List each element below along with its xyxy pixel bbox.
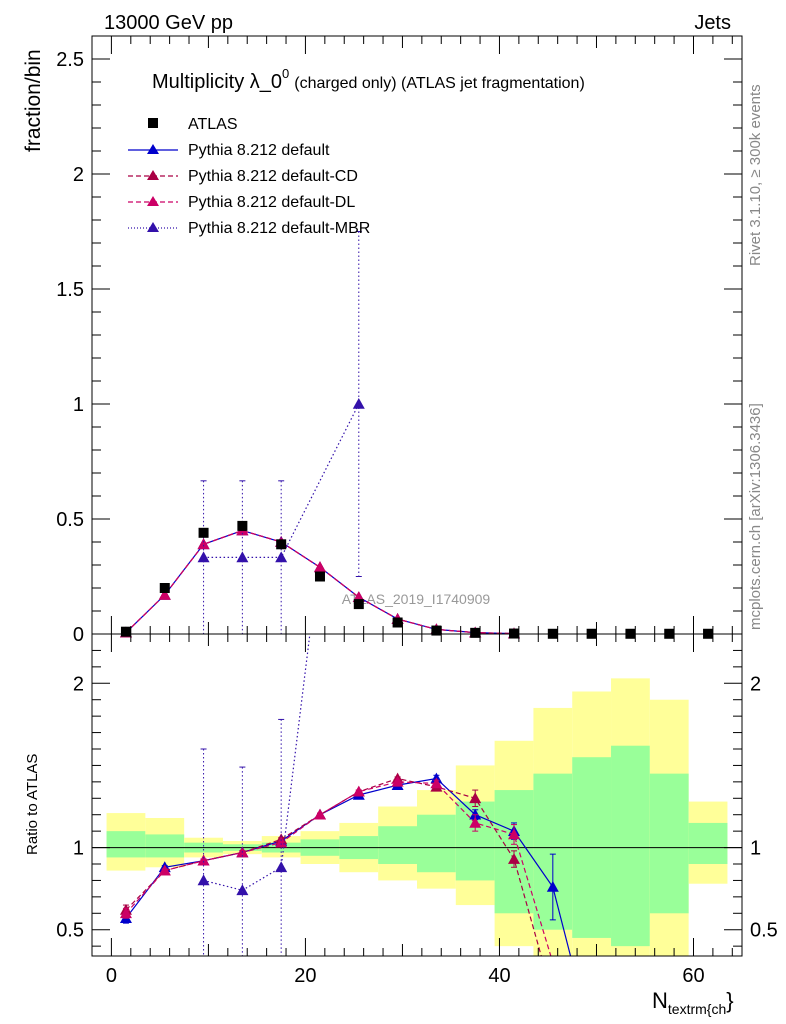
jets-label: Jets <box>694 12 731 34</box>
ratio-ytick-label: 2 <box>73 673 84 695</box>
ratio-xtick-label: 0 <box>106 965 117 987</box>
ratio-ytick-label: 1 <box>73 838 84 860</box>
atlas-data-point <box>120 626 131 637</box>
ratio-point-cd <box>469 792 482 804</box>
legend-label-dl: Pythia 8.212 default-DL <box>188 194 355 211</box>
main-ylabel: fraction/bin <box>22 49 45 152</box>
ratio-xtick-label: 40 <box>488 965 510 987</box>
ratio-xlabel-main: N <box>652 988 668 1013</box>
ratio-point-default <box>546 881 559 892</box>
ratio-xtick-label: 20 <box>294 965 316 987</box>
ratio-point-dl <box>430 777 443 789</box>
ratio-point-dl <box>469 816 482 828</box>
ratio-series-clipped <box>119 634 572 956</box>
ratio-xlabel-suffix: } <box>726 988 733 1013</box>
main-series-line-default <box>125 529 515 635</box>
ratio-point-cd <box>508 853 521 864</box>
main-ytick-label: 1.5 <box>56 279 84 301</box>
ratio-series-line-mbr <box>203 634 311 891</box>
main-axes: 0 0.5 1 1.5 2 2.5 <box>56 35 743 646</box>
atlas-data-point <box>431 625 442 636</box>
main-series-layer <box>119 231 714 639</box>
legend-marker-mbr <box>147 222 159 232</box>
legend-label-default: Pythia 8.212 default <box>188 142 330 159</box>
main-ytick-label: 1 <box>73 394 84 416</box>
legend-marker-dl <box>147 196 159 206</box>
ratio-ylabel: Ratio to ATLAS <box>24 754 41 855</box>
main-series-line-cd <box>125 529 515 635</box>
ratio-band-layer <box>92 678 742 956</box>
ratio-ytick-label-right: 0.5 <box>750 920 778 942</box>
main-ytick-label: 2 <box>73 164 84 186</box>
ratio-point-dl <box>197 854 210 866</box>
band-inner-bin <box>688 822 728 864</box>
rivet-label: Rivet 3.1.10, ≥ 300k events <box>747 84 764 266</box>
analysis-label: ATLAS_2019_I1740909 <box>342 591 491 607</box>
ratio-point-dl <box>391 775 404 787</box>
ratio-xlabel-sub: textrm{ch <box>668 1001 726 1017</box>
mcplots-label: mcplots.cern.ch [arXiv:1306.3436] <box>747 403 764 630</box>
legend-label-mbr: Pythia 8.212 default-MBR <box>188 220 370 237</box>
main-point-dl <box>313 561 326 573</box>
chart-title: Multiplicity λ_00 (charged only) (ATLAS j… <box>152 66 585 93</box>
atlas-data-point <box>237 520 248 531</box>
ratio-xtick-label: 60 <box>682 965 704 987</box>
main-series-line-dl <box>125 529 515 635</box>
ratio-point-dl <box>119 907 132 919</box>
main-ytick-label: 2.5 <box>56 49 84 71</box>
band-inner-bin <box>145 834 185 858</box>
legend-marker-cd <box>147 170 159 180</box>
main-point-mbr <box>275 551 288 563</box>
chart-title-suffix: (charged only) (ATLAS jet fragmentation) <box>294 75 585 92</box>
ratio-point-dl <box>352 785 365 797</box>
band-inner-bin <box>611 745 650 947</box>
ratio-series-layer <box>119 634 572 956</box>
main-point-mbr <box>197 551 210 563</box>
chart-title-main: Multiplicity λ_0 <box>152 71 282 93</box>
ratio-point-dl <box>313 808 326 820</box>
ratio-ytick-label: 0.5 <box>56 920 84 942</box>
ratio-ytick-label-right: 2 <box>750 673 761 695</box>
main-point-dl <box>158 588 171 600</box>
atlas-data-point <box>392 617 403 628</box>
main-ytick-label: 0.5 <box>56 509 84 531</box>
band-inner-bin <box>106 831 146 858</box>
atlas-data-point <box>159 583 170 593</box>
ratio-point-mbr <box>236 884 249 896</box>
ratio-axes: 0.5 0.51 12 20 20 40 60 <box>56 633 778 987</box>
band-inner-bin <box>649 773 689 914</box>
chart-title-sup: 0 <box>282 66 289 81</box>
ratio-frame <box>91 633 743 957</box>
legend-label-cd: Pythia 8.212 default-CD <box>188 168 358 185</box>
energy-label: 13000 GeV pp <box>104 12 233 34</box>
ratio-series-line-dl <box>125 781 552 956</box>
ratio-point-mbr <box>197 874 210 886</box>
legend: ATLAS Pythia 8.212 default Pythia 8.212 … <box>128 116 370 237</box>
ratio-ytick-label-right: 1 <box>750 838 761 860</box>
atlas-data-point <box>470 627 481 638</box>
main-point-mbr <box>236 551 249 563</box>
legend-label-atlas: ATLAS <box>188 116 238 133</box>
atlas-data-point <box>276 539 287 550</box>
legend-marker-default <box>147 144 159 154</box>
main-point-dl <box>197 538 210 550</box>
ratio-point-dl <box>508 828 521 840</box>
ratio-point-dl <box>158 864 171 876</box>
ratio-xlabel: Ntextrm{ch} <box>652 988 734 1017</box>
legend-marker-atlas <box>148 118 158 128</box>
band-inner-bin <box>417 814 456 873</box>
atlas-data-point <box>198 527 209 538</box>
atlas-data-point <box>314 571 325 582</box>
main-point-mbr <box>352 398 365 409</box>
band-inner-bin <box>378 826 417 864</box>
ratio-point-default <box>469 808 482 820</box>
ratio-point-dl <box>275 836 288 848</box>
ratio-point-mbr <box>275 861 288 873</box>
atlas-data-point <box>353 599 364 610</box>
main-ytick-label: 0 <box>73 624 84 646</box>
